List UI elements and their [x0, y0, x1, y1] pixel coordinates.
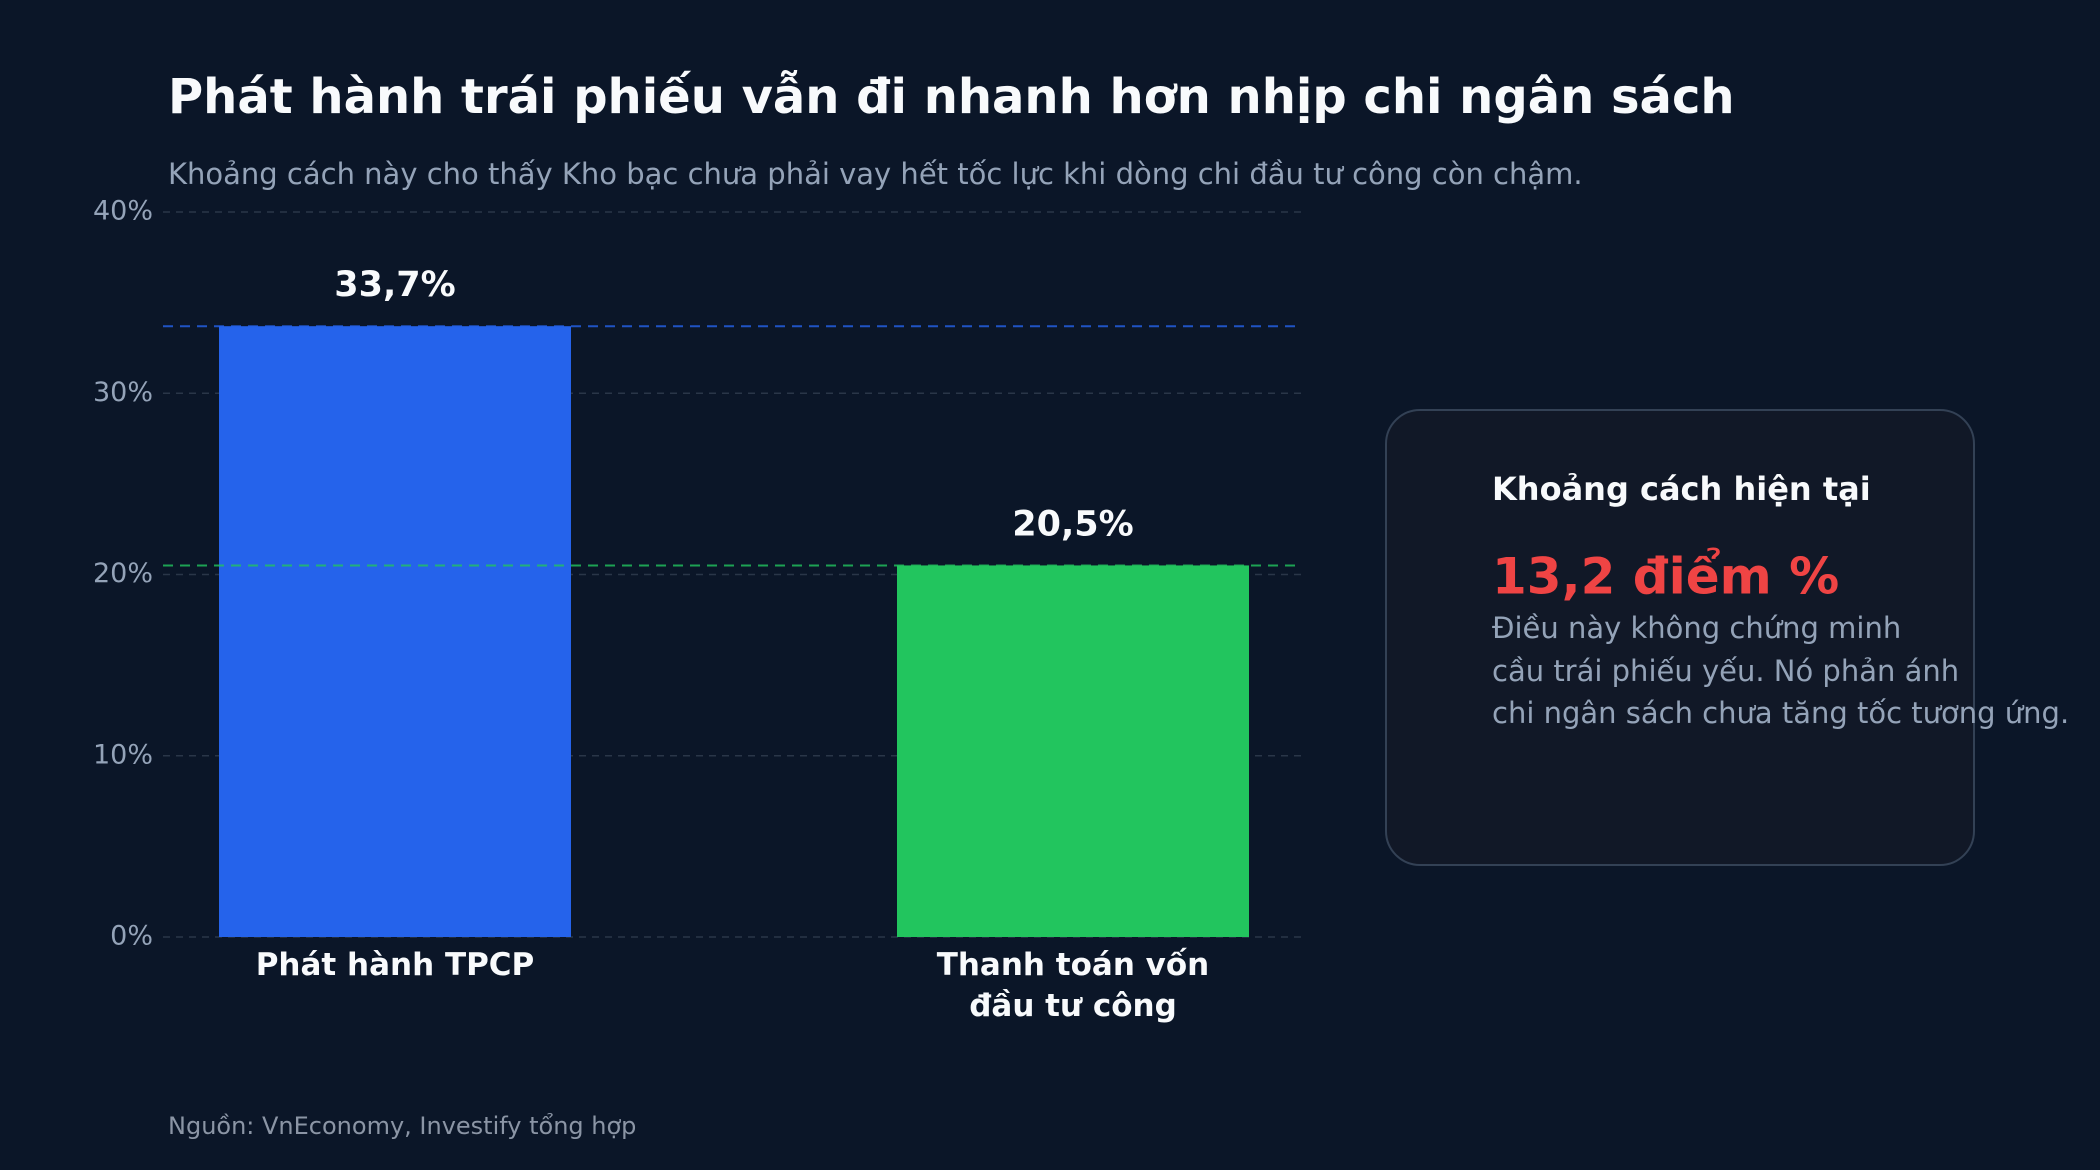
- callout-highlight: 13,2 điểm %: [1492, 548, 1839, 606]
- chart-subtitle: Khoảng cách này cho thấy Kho bạc chưa ph…: [168, 157, 1583, 191]
- bar: [897, 565, 1249, 937]
- callout-card: [1385, 409, 1975, 866]
- callout-title: Khoảng cách hiện tại: [1492, 470, 1871, 508]
- x-tick-label: Phát hành TPCP: [255, 947, 535, 983]
- callout-body: Điều này không chứng minh: [1492, 611, 1901, 645]
- y-tick-label: 30%: [93, 377, 153, 408]
- value-label: 20,5%: [1012, 504, 1133, 544]
- y-tick-label: 40%: [93, 196, 153, 227]
- y-tick-label: 20%: [93, 558, 153, 589]
- callout-body: chi ngân sách chưa tăng tốc tương ứng.: [1492, 696, 2069, 730]
- x-tick-label: Thanh toán vốn đầu tư công: [936, 947, 1210, 1024]
- bar: [219, 326, 571, 937]
- callout-body: cầu trái phiếu yếu. Nó phản ánh: [1492, 654, 1959, 688]
- source: Nguồn: VnEconomy, Investify tổng hợp: [168, 1112, 636, 1140]
- chart-title: Phát hành trái phiếu vẫn đi nhanh hơn nh…: [168, 69, 1735, 125]
- y-tick-label: 10%: [93, 739, 153, 770]
- value-label: 33,7%: [334, 265, 455, 305]
- y-tick-label: 0%: [110, 921, 153, 952]
